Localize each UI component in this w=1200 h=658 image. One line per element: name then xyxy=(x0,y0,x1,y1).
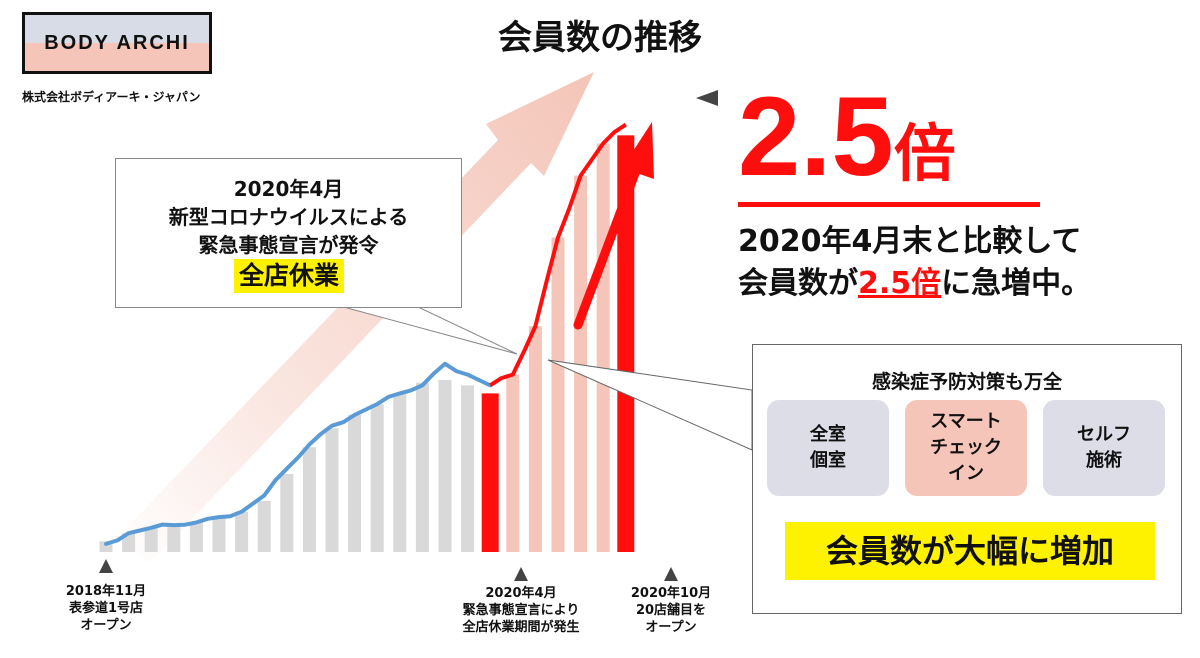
bar-2020-05 xyxy=(506,374,520,552)
callout-cause: 新型コロナウイルスによる xyxy=(168,205,409,229)
bar-2020-04 xyxy=(481,393,499,552)
bar-2019-05 xyxy=(235,511,249,552)
measure-smart-checkin: スマート チェック イン xyxy=(905,400,1027,496)
label-emergency: 2020年4月 緊急事態宣言により 全店休業期間が発生 xyxy=(462,586,580,635)
label-end: 2020年10月 20店舗目を オープン xyxy=(630,586,712,635)
logo-text: BODY ARCHI xyxy=(44,32,190,54)
marker-end xyxy=(664,567,678,581)
big-multiplier: 2.5倍 xyxy=(738,62,956,212)
big-number: 2.5 xyxy=(738,74,894,199)
growth-arrow xyxy=(573,122,654,330)
measure-self-treatment: セルフ 施術 xyxy=(1043,400,1165,496)
bar-2019-12 xyxy=(393,393,407,552)
callout-event: 緊急事態宣言が発令 xyxy=(198,233,379,257)
bar-2018-11 xyxy=(99,541,113,552)
page-title: 会員数の推移 xyxy=(498,18,702,58)
bar-2020-06 xyxy=(528,326,542,552)
bar-2020-08 xyxy=(574,175,588,552)
bar-2020-02 xyxy=(438,379,452,552)
trend-arrow-background xyxy=(115,72,594,563)
callout-highlight: 全店休業 xyxy=(234,259,344,293)
bar-2019-10 xyxy=(348,414,362,552)
big-underline xyxy=(738,202,1040,207)
bar-2019-04 xyxy=(212,517,226,552)
callout-date: 2020年4月 xyxy=(233,177,344,201)
bar-2018-12 xyxy=(122,533,136,552)
logo: BODY ARCHI xyxy=(22,12,212,74)
callout-emergency: 2020年4月 新型コロナウイルスによる 緊急事態宣言が発令 全店休業 xyxy=(115,158,462,308)
headline-desc-2: 会員数が2.5倍に急増中。 xyxy=(738,258,1091,302)
measures-title: 感染症予防対策も万全 xyxy=(871,371,1062,393)
headline-desc-1: 2020年4月末と比較して xyxy=(738,224,1082,259)
desc2-highlight: 2.5倍 xyxy=(858,266,942,301)
big-unit: 倍 xyxy=(893,120,956,189)
bar-2019-09 xyxy=(325,428,339,552)
bar-2020-01 xyxy=(415,382,429,552)
company-name: 株式会社ボディアーキ・ジャパン xyxy=(22,90,201,104)
bars xyxy=(99,135,635,552)
measures-conclusion: 会員数が大幅に増加 xyxy=(785,522,1155,580)
desc2-post: に急増中。 xyxy=(941,266,1092,301)
marker-2-5 xyxy=(696,90,718,106)
desc2-pre: 会員数が xyxy=(738,266,858,301)
measures-box: 感染症予防対策も万全 全室 個室 スマート チェック イン セルフ 施術 会員数… xyxy=(752,344,1182,614)
bar-2020-07 xyxy=(551,237,565,552)
bar-2019-08 xyxy=(302,447,316,552)
marker-start xyxy=(99,559,113,573)
member-trend-line xyxy=(104,361,493,546)
member-trend-line-recovery xyxy=(489,122,627,387)
label-start: 2018年11月 表参道1号店 オープン xyxy=(65,584,147,633)
bar-2020-10 xyxy=(617,135,635,552)
bar-2019-03 xyxy=(189,522,203,552)
bar-2019-06 xyxy=(257,500,271,552)
bar-2019-07 xyxy=(280,474,294,552)
bar-2019-02 xyxy=(167,525,181,552)
marker-emergency xyxy=(514,567,528,581)
measure-private-rooms: 全室 個室 xyxy=(767,400,889,496)
bar-2019-01 xyxy=(144,527,158,552)
bar-2019-11 xyxy=(370,404,384,552)
bar-2020-03 xyxy=(461,385,475,552)
bar-2020-09 xyxy=(596,143,610,552)
